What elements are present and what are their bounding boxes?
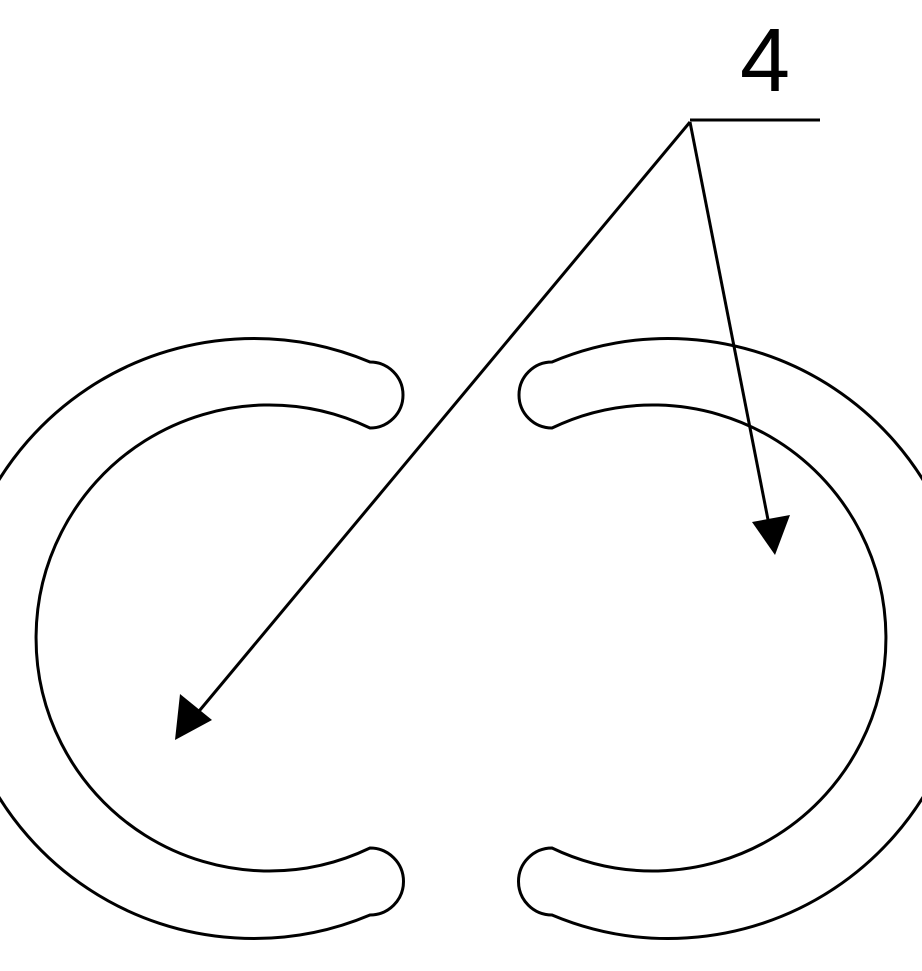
arrow-to-right [690, 122, 790, 555]
callout-label: 4 [740, 10, 790, 113]
left-arc-shape [0, 339, 404, 939]
diagram-canvas: 4 [0, 0, 922, 971]
diagram-svg [0, 0, 922, 971]
right-arc-shape [519, 339, 922, 939]
arrow-to-left [175, 122, 690, 740]
